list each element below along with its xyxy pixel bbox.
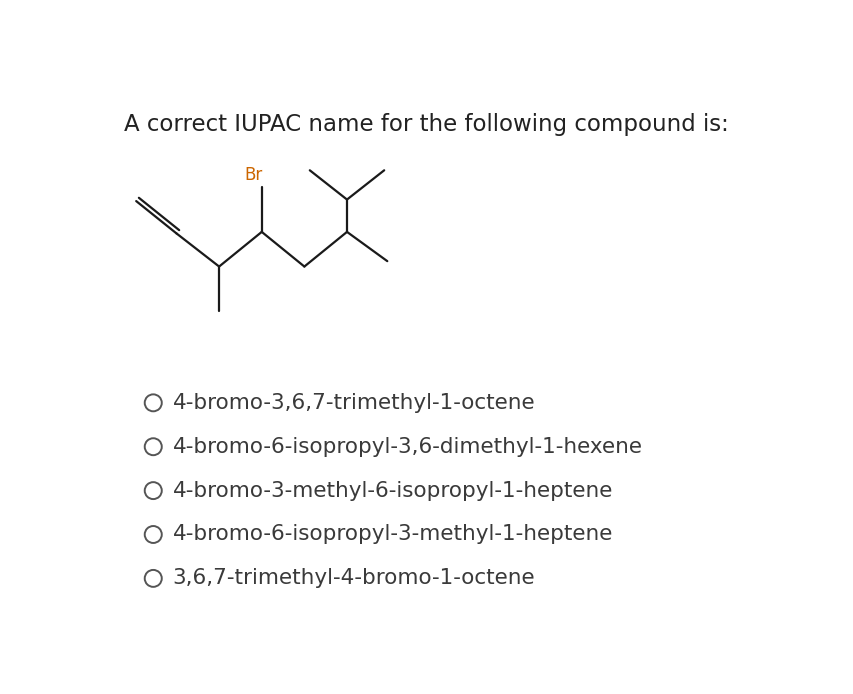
Text: 4-bromo-3-methyl-6-isopropyl-1-heptene: 4-bromo-3-methyl-6-isopropyl-1-heptene [172, 481, 612, 500]
Text: 4-bromo-6-isopropyl-3,6-dimethyl-1-hexene: 4-bromo-6-isopropyl-3,6-dimethyl-1-hexen… [172, 437, 641, 457]
Text: A correct IUPAC name for the following compound is:: A correct IUPAC name for the following c… [124, 112, 728, 135]
Text: Br: Br [245, 166, 263, 184]
Text: 4-bromo-3,6,7-trimethyl-1-octene: 4-bromo-3,6,7-trimethyl-1-octene [172, 393, 535, 413]
Text: 4-bromo-6-isopropyl-3-methyl-1-heptene: 4-bromo-6-isopropyl-3-methyl-1-heptene [172, 525, 612, 545]
Text: 3,6,7-trimethyl-4-bromo-1-octene: 3,6,7-trimethyl-4-bromo-1-octene [172, 568, 535, 589]
